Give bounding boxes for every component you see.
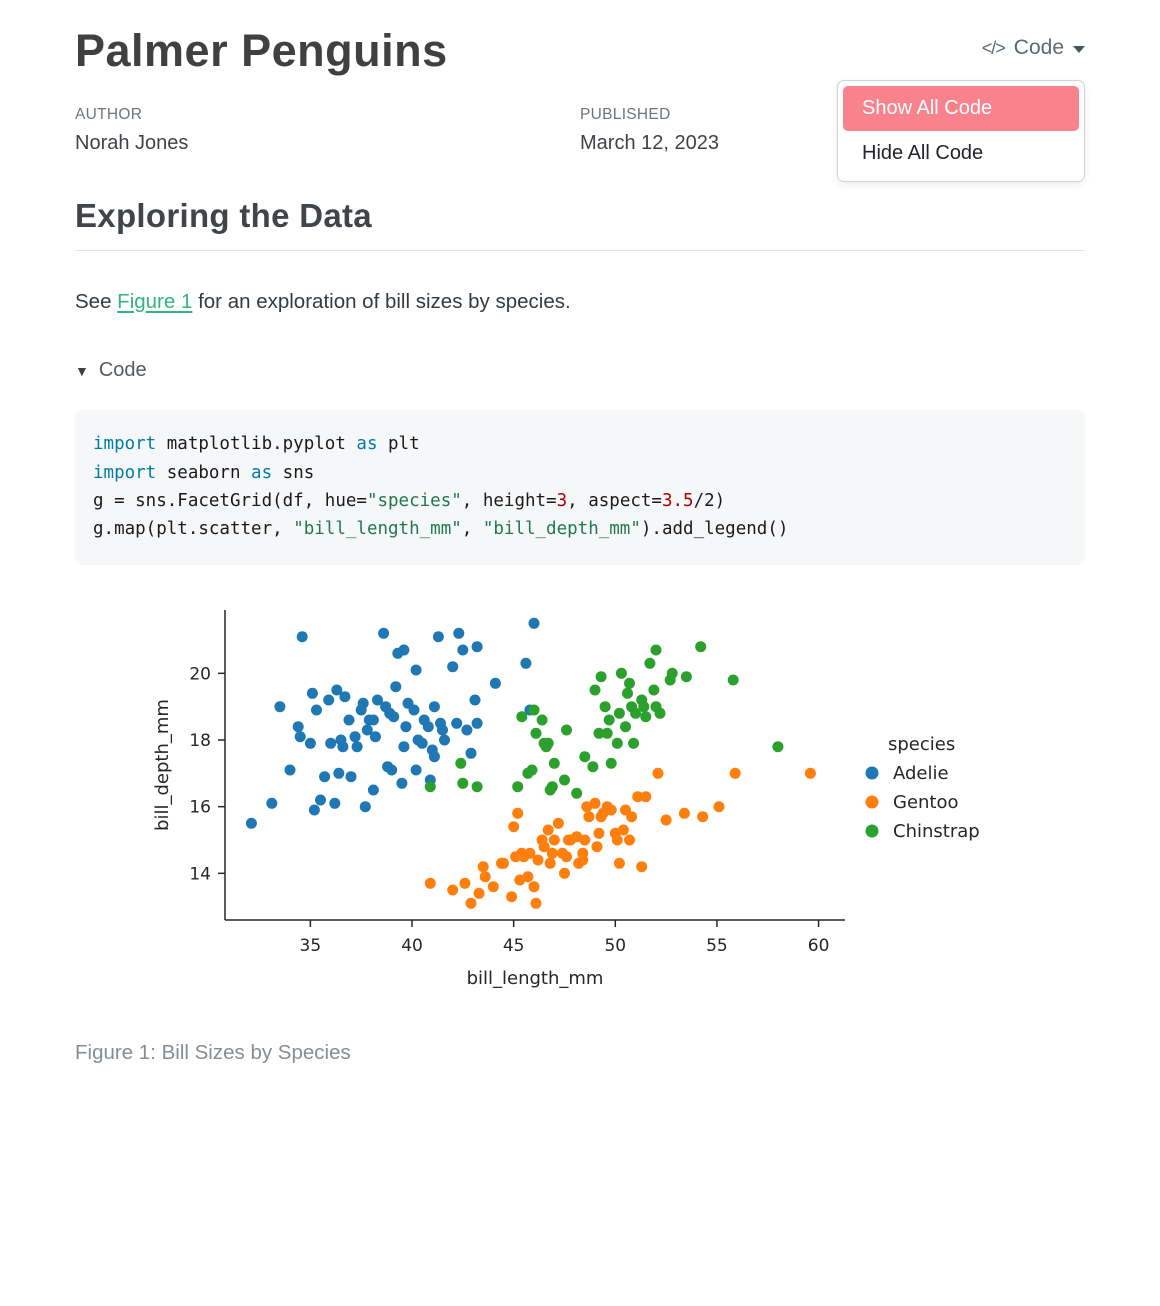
- header: Palmer Penguins </> Code Show All Code H…: [75, 25, 1085, 182]
- svg-text:species: species: [888, 734, 955, 755]
- svg-text:45: 45: [503, 936, 525, 956]
- document-meta: AUTHOR Norah Jones PUBLISHED March 12, 2…: [75, 106, 1085, 155]
- svg-text:35: 35: [300, 936, 322, 956]
- code-menu-dropdown: Show All Code Hide All Code: [837, 80, 1085, 182]
- svg-text:Chinstrap: Chinstrap: [893, 821, 980, 842]
- author-label: AUTHOR: [75, 105, 143, 123]
- code-fold-label: Code: [98, 359, 147, 382]
- code-icon: </>: [981, 37, 1006, 58]
- svg-text:50: 50: [604, 936, 626, 956]
- menu-item-show-all-code[interactable]: Show All Code: [843, 86, 1079, 131]
- svg-text:bill_depth_mm: bill_depth_mm: [152, 699, 173, 831]
- menu-item-hide-all-code[interactable]: Hide All Code: [862, 142, 984, 164]
- published-label: PUBLISHED: [580, 105, 671, 123]
- svg-text:Gentoo: Gentoo: [893, 792, 959, 813]
- svg-text:20: 20: [189, 664, 211, 684]
- code-fold-toggle[interactable]: ▼ Code: [75, 359, 147, 382]
- figure-caption: Figure 1: Bill Sizes by Species: [75, 1040, 351, 1064]
- intro-paragraph: See Figure 1 for an exploration of bill …: [75, 287, 1085, 318]
- published-block: PUBLISHED March 12, 2023: [580, 106, 1085, 155]
- svg-text:14: 14: [189, 864, 211, 884]
- svg-text:18: 18: [189, 731, 211, 751]
- code-tools: </> Code Show All Code Hide All Code: [837, 36, 1085, 182]
- section-heading: Exploring the Data: [75, 197, 1085, 251]
- svg-text:40: 40: [401, 936, 423, 956]
- figure-1-link[interactable]: Figure 1: [117, 289, 193, 313]
- chevron-down-icon: [1073, 46, 1085, 53]
- svg-text:55: 55: [706, 936, 728, 956]
- triangle-down-icon: ▼: [75, 362, 89, 379]
- svg-text:16: 16: [189, 797, 211, 817]
- svg-text:bill_length_mm: bill_length_mm: [467, 968, 604, 989]
- code-block: import matplotlib.pyplot as plt import se…: [75, 410, 1085, 565]
- author-block: AUTHOR Norah Jones: [75, 106, 580, 155]
- code-tools-button[interactable]: </> Code: [982, 36, 1085, 60]
- author-value: Norah Jones: [75, 131, 189, 154]
- figure-1: 35 40 45 50 55 60 14 16 18 20 bill_length_mm bill_d…: [75, 595, 1085, 1065]
- svg-text:60: 60: [808, 936, 830, 956]
- svg-text:Adelie: Adelie: [893, 763, 949, 784]
- published-value: March 12, 2023: [580, 131, 719, 154]
- paragraph-text-before: See: [75, 289, 118, 313]
- paragraph-text-after: for an exploration of bill sizes by spec…: [192, 289, 571, 313]
- code-tools-button-label: Code: [1013, 36, 1064, 59]
- scatter-plot: 35 40 45 50 55 60 14 16 18 20 bill_length_mm bill_d…: [152, 609, 980, 989]
- page-title: Palmer Penguins: [75, 25, 448, 76]
